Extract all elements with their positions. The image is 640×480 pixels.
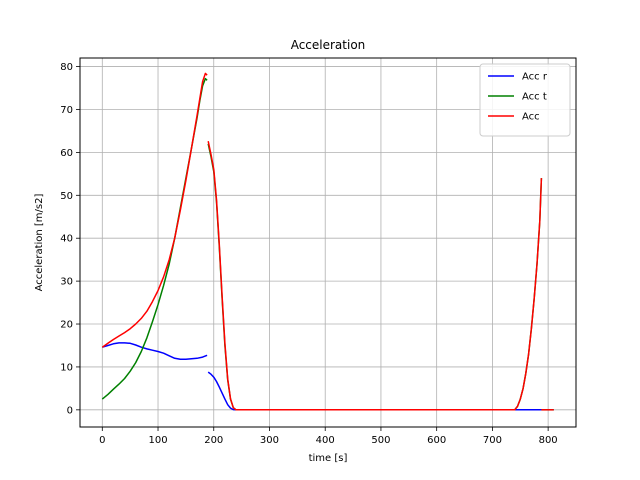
legend-box xyxy=(479,63,571,137)
legend-label-acc-t: Acc t xyxy=(522,92,547,103)
y-tick-label: 80 xyxy=(60,62,73,73)
y-tick-label: 10 xyxy=(60,362,73,373)
y-tick-label: 60 xyxy=(60,148,73,159)
plot-lines xyxy=(101,72,554,411)
x-tick-label: 300 xyxy=(260,435,279,446)
series-line-acc-r xyxy=(102,342,208,360)
x-tick-label: 200 xyxy=(204,435,223,446)
series-line-acc xyxy=(207,141,543,411)
chart-title: Acceleration xyxy=(291,38,366,52)
y-tick-label: 0 xyxy=(67,405,73,416)
x-tick-label: 0 xyxy=(99,435,105,446)
x-axis-label: time [s] xyxy=(309,453,348,464)
legend-label-acc: Acc xyxy=(522,112,540,123)
axis-ticks: 0 100 200 300 400 500 600 700 800 0 10 20 30 40 50 60 70… xyxy=(60,62,557,446)
x-tick-label: 700 xyxy=(483,435,502,446)
y-tick-label: 40 xyxy=(60,234,73,245)
legend-label-acc-r: Acc r xyxy=(522,72,548,83)
plot-frame xyxy=(79,57,577,428)
x-tick-label: 800 xyxy=(539,435,558,446)
y-tick-label: 50 xyxy=(60,191,73,202)
y-tick-label: 70 xyxy=(60,105,73,116)
x-tick-label: 400 xyxy=(316,435,335,446)
y-tick-label: 20 xyxy=(60,320,73,331)
x-tick-label: 100 xyxy=(148,435,167,446)
y-tick-label: 30 xyxy=(60,277,73,288)
y-axis-label: Acceleration [m/s2] xyxy=(34,194,45,292)
x-tick-label: 500 xyxy=(371,435,390,446)
x-tick-label: 600 xyxy=(427,435,446,446)
legend: Acc r Acc t Acc xyxy=(479,63,571,137)
series-line-acc xyxy=(101,72,208,348)
